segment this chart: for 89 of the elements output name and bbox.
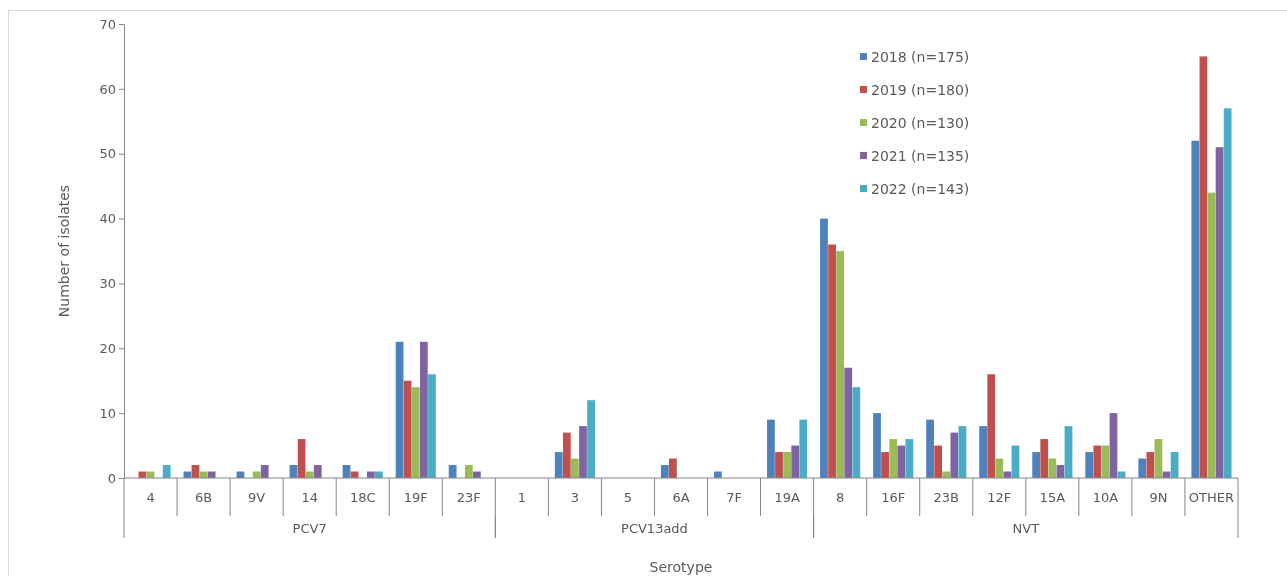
bar (1040, 439, 1049, 478)
bar (1032, 452, 1041, 478)
bar (791, 445, 800, 478)
bar (820, 218, 828, 478)
x-tick-label: 15A (1039, 490, 1066, 505)
bar (403, 380, 412, 478)
bar (1199, 56, 1208, 478)
x-tick-label: 9V (248, 490, 266, 505)
y-tick-label: 20 (99, 340, 116, 356)
x-tick-label: 1 (517, 490, 526, 505)
x-tick-label: 5 (623, 490, 633, 505)
bar (783, 452, 791, 478)
x-tick-label: 18C (349, 490, 376, 505)
y-axis-title: Number of isolates (56, 184, 72, 318)
text: PCV13add (621, 521, 688, 536)
bar (1146, 452, 1155, 478)
bar (836, 251, 845, 478)
bar (579, 426, 587, 478)
bar (844, 367, 853, 478)
legend-label: 2019 (n=180) (871, 82, 970, 98)
bar (1223, 108, 1232, 478)
bar (448, 465, 457, 478)
text: NVT (1012, 521, 1040, 536)
bar (799, 419, 808, 478)
x-tick-label: 19A (774, 490, 800, 505)
bar (1101, 445, 1110, 478)
bar (828, 244, 836, 478)
bar (950, 432, 959, 478)
text: PCV7 (292, 521, 327, 536)
y-tick-label: 60 (99, 81, 116, 97)
bar (1093, 445, 1102, 478)
bar (562, 432, 571, 478)
bar (660, 465, 669, 478)
bar (873, 413, 881, 478)
bar (411, 387, 420, 478)
bar (587, 400, 595, 478)
x-tick-label: 3 (570, 490, 580, 505)
bar (1191, 140, 1200, 478)
bar (313, 465, 322, 478)
bar (767, 419, 775, 478)
x-tick-label: 16F (881, 490, 906, 505)
y-tick-label: 40 (99, 211, 116, 227)
bar (1207, 192, 1216, 478)
legend-label: 2021 (n=135) (871, 148, 970, 164)
legend-label: 2020 (n=130) (871, 115, 970, 131)
bar (162, 465, 171, 478)
bar (428, 374, 436, 478)
y-tick-label: 70 (99, 16, 116, 32)
bar (852, 387, 861, 478)
bar (1048, 458, 1057, 478)
y-tick-label: 0 (107, 470, 116, 486)
bar (905, 439, 914, 478)
x-tick-label: 9N (1149, 490, 1168, 505)
bar (987, 374, 996, 478)
y-tick-label: 50 (99, 146, 116, 162)
legend-label: 2022 (n=143) (871, 181, 970, 197)
y-tick-label: 30 (99, 276, 116, 292)
x-tick-label: 12F (987, 490, 1012, 505)
bar (419, 341, 428, 478)
bar (979, 426, 987, 478)
bar (995, 458, 1004, 478)
legend-label: 2018 (n=175) (871, 49, 970, 65)
bar (464, 465, 473, 478)
bar (669, 458, 677, 478)
x-tick-label: 19F (403, 490, 428, 505)
bar (926, 419, 934, 478)
bar (775, 452, 783, 478)
bar (571, 458, 579, 478)
x-tick-label: 8 (836, 490, 845, 505)
bar (1085, 452, 1094, 478)
x-tick-label: 14 (301, 490, 318, 505)
bar (554, 452, 563, 478)
bar (934, 445, 943, 478)
x-tick-label: 7F (726, 490, 742, 505)
x-tick-label: 6A (672, 490, 690, 505)
x-tick-label: 23B (933, 490, 959, 505)
x-tick-label: 4 (146, 490, 155, 505)
bar (897, 445, 906, 478)
bar (1215, 147, 1224, 478)
x-axis-title: Serotype (649, 559, 713, 575)
x-tick-label: OTHER (1188, 490, 1235, 505)
bar (260, 465, 269, 478)
x-tick-label: 10A (1092, 490, 1119, 505)
y-tick-label: 10 (99, 405, 116, 421)
x-tick-label: 6B (194, 490, 213, 505)
bar (881, 452, 889, 478)
bar (1138, 458, 1147, 478)
bar (889, 439, 898, 478)
x-tick-label: 23F (456, 490, 481, 505)
